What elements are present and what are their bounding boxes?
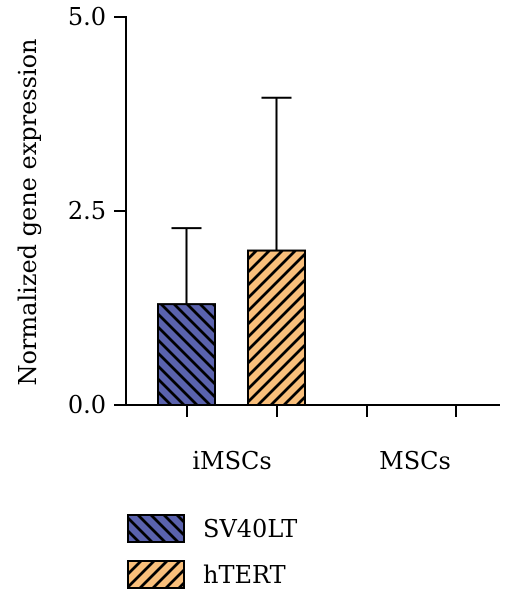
x-tick-label-mscs: MSCs (379, 447, 451, 475)
legend: SV40LT hTERT (127, 514, 297, 589)
legend-label-sv40lt: SV40LT (203, 515, 297, 543)
y-axis-title: Normalized gene expression (14, 38, 42, 385)
bar-hatch-sv40lt-imscs (157, 303, 216, 406)
bar-hatch-htert-imscs (247, 249, 306, 406)
y-tick-label-1: 2.5 (68, 197, 106, 225)
axes-group: 0.0 2.5 5.0 iMSCs MSCs (68, 3, 500, 475)
bars-group (157, 96, 306, 406)
legend-swatch-hatch-sv40lt (127, 514, 185, 543)
y-tick-label-2: 5.0 (68, 3, 106, 31)
legend-label-htert: hTERT (203, 561, 286, 589)
y-tick-label-0: 0.0 (68, 391, 106, 419)
legend-swatch-hatch-htert (127, 560, 185, 589)
x-tick-label-imscs: iMSCs (192, 447, 271, 475)
